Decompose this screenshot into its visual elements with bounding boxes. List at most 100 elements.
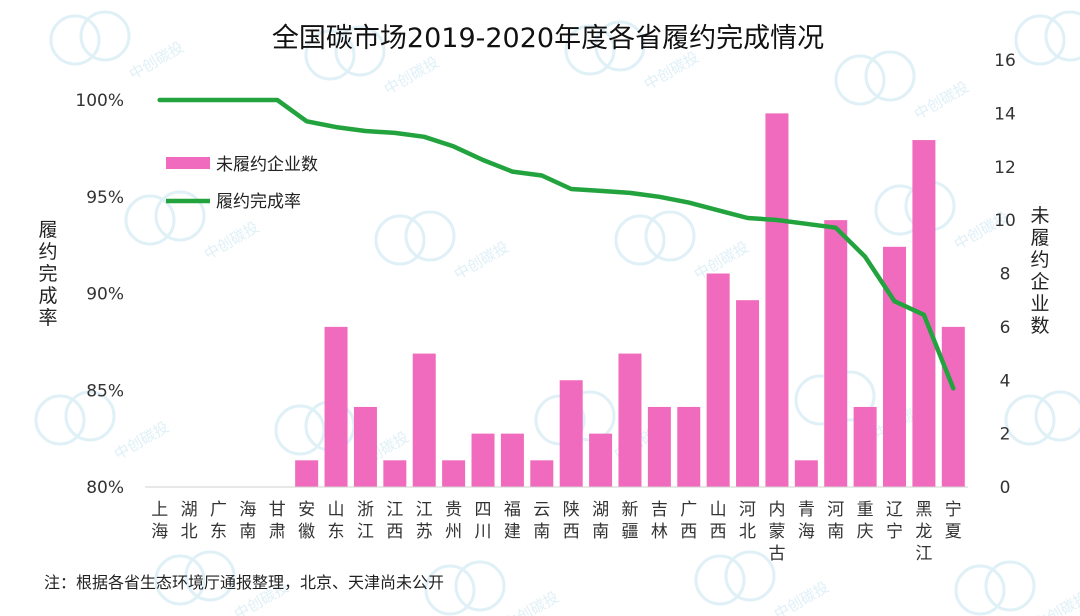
right-tick-label: 14 bbox=[994, 104, 1016, 124]
footnote: 注：根据各省生态环境厅通报整理，北京、天津尚未公开 bbox=[44, 573, 444, 592]
right-tick-label: 16 bbox=[994, 51, 1016, 71]
right-tick-label: 2 bbox=[1000, 425, 1011, 445]
watermark-text: 中创碳投 bbox=[201, 218, 262, 264]
watermark-text: 中创碳投 bbox=[126, 38, 187, 84]
bar bbox=[765, 113, 789, 487]
watermark-icon: 中创碳投 bbox=[1004, 390, 1080, 446]
bar bbox=[383, 460, 407, 487]
right-axis: 0 2 4 6 8 10 12 14 16 bbox=[994, 51, 1016, 498]
watermark-icon: 中创碳投 bbox=[49, 10, 187, 84]
watermark-icon: 中创碳投 bbox=[834, 50, 972, 124]
right-tick-label: 0 bbox=[1000, 478, 1011, 498]
category-label: 河北 bbox=[739, 500, 756, 542]
category-label: 海南 bbox=[239, 500, 256, 542]
watermark-icon: 中创碳投 bbox=[954, 560, 1080, 616]
category-label: 新疆 bbox=[621, 500, 638, 542]
category-label: 四川 bbox=[475, 500, 492, 542]
bar bbox=[941, 326, 965, 487]
bar bbox=[736, 300, 760, 487]
category-label: 上海 bbox=[151, 500, 168, 542]
left-axis: 80% 85% 90% 95% 100% bbox=[75, 91, 124, 498]
right-tick-label: 4 bbox=[1000, 371, 1011, 391]
watermark-text: 中创碳投 bbox=[451, 238, 512, 284]
watermark-text: 中创碳投 bbox=[641, 48, 702, 94]
right-axis-title: 未履约企业数 bbox=[1030, 205, 1049, 337]
category-label: 湖北 bbox=[181, 500, 198, 542]
watermark-text: 中创碳投 bbox=[111, 418, 172, 464]
category-label: 河南 bbox=[827, 500, 844, 542]
right-tick-label: 12 bbox=[994, 158, 1016, 178]
bar bbox=[853, 406, 877, 487]
legend-bar-swatch bbox=[166, 157, 210, 169]
watermark-text: 中创碳投 bbox=[911, 78, 972, 124]
bar bbox=[824, 220, 848, 487]
category-label: 福建 bbox=[504, 500, 521, 542]
bar bbox=[412, 353, 436, 487]
category-label: 广西 bbox=[680, 500, 697, 542]
chart-title: 全国碳市场2019-2020年度各省履约完成情况 bbox=[272, 23, 824, 54]
left-tick-label: 95% bbox=[86, 188, 124, 208]
bar bbox=[530, 460, 554, 487]
bar bbox=[559, 380, 583, 487]
category-label: 安徽 bbox=[298, 500, 315, 542]
category-label: 吉林 bbox=[651, 500, 668, 542]
watermark-text: 中创碳投 bbox=[1031, 588, 1080, 616]
category-label: 江西 bbox=[386, 500, 403, 542]
watermark-icon: 中创碳投 bbox=[34, 390, 172, 464]
right-tick-label: 6 bbox=[1000, 318, 1011, 338]
bar bbox=[647, 406, 671, 487]
category-label: 广东 bbox=[210, 500, 227, 542]
left-tick-label: 85% bbox=[86, 381, 124, 401]
watermark-text: 中创碳投 bbox=[501, 588, 562, 616]
category-label: 内蒙古 bbox=[768, 500, 785, 564]
watermark-icon: 中创碳投 bbox=[1014, 10, 1080, 66]
bar bbox=[471, 433, 495, 487]
line-layer bbox=[157, 97, 956, 391]
bar bbox=[677, 406, 701, 487]
category-label: 甘肃 bbox=[269, 500, 286, 542]
category-label: 重庆 bbox=[857, 500, 874, 542]
category-label: 浙江 bbox=[357, 500, 374, 542]
watermark-icon: 中创碳投 bbox=[874, 180, 1012, 253]
left-tick-label: 90% bbox=[86, 285, 124, 305]
watermark-text: 中创碳投 bbox=[381, 53, 442, 99]
category-label: 贵州 bbox=[445, 500, 462, 542]
category-label: 山西 bbox=[710, 500, 727, 542]
watermark-icon: 中创碳投 bbox=[614, 210, 752, 283]
left-tick-label: 80% bbox=[86, 478, 124, 498]
bar bbox=[794, 460, 818, 487]
bar bbox=[883, 246, 907, 487]
watermark-icon: 中创碳投 bbox=[694, 550, 832, 616]
category-label: 黑龙江 bbox=[915, 500, 932, 564]
watermark-icon: 中创碳投 bbox=[424, 560, 562, 616]
category-label: 青海 bbox=[798, 500, 815, 542]
left-tick-label: 100% bbox=[75, 91, 124, 111]
left-axis-label: 履约完成率 bbox=[38, 219, 57, 329]
bars-layer bbox=[295, 113, 965, 487]
legend-bar-label: 未履约企业数 bbox=[216, 155, 318, 175]
completion-rate-line bbox=[157, 97, 956, 391]
right-tick-label: 8 bbox=[1000, 265, 1011, 285]
category-label: 湖南 bbox=[592, 500, 609, 542]
category-label: 辽宁 bbox=[886, 500, 903, 542]
right-axis-label: 未履约企业数 bbox=[1030, 205, 1049, 337]
right-tick-label: 10 bbox=[994, 211, 1016, 231]
category-label: 云南 bbox=[533, 500, 550, 542]
x-axis: 上海湖北广东海南甘肃安徽山东浙江江西江苏贵州四川福建云南陕西湖南新疆吉林广西山西… bbox=[145, 486, 968, 564]
watermark-icon: 中创碳投 bbox=[374, 210, 512, 284]
bar bbox=[442, 460, 466, 487]
bar bbox=[324, 326, 348, 487]
left-axis-title: 履约完成率 bbox=[38, 219, 57, 329]
bar bbox=[295, 460, 319, 487]
watermark-text: 中创碳投 bbox=[771, 578, 832, 616]
category-label: 宁夏 bbox=[945, 500, 962, 542]
bar bbox=[706, 273, 730, 487]
bar bbox=[353, 406, 377, 487]
legend-line-label: 履约完成率 bbox=[216, 192, 301, 212]
category-label: 山东 bbox=[328, 500, 345, 542]
bar bbox=[500, 433, 524, 487]
category-label: 陕西 bbox=[563, 500, 580, 542]
